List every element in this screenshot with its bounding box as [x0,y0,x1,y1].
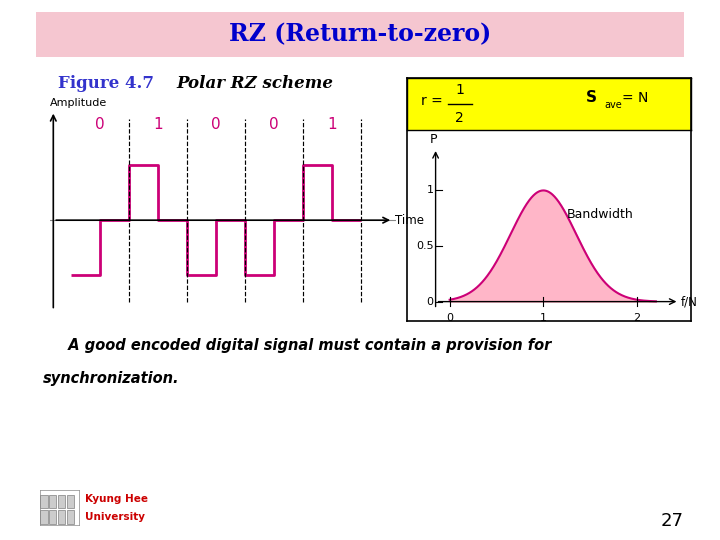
Bar [49,510,56,524]
Text: 2: 2 [455,111,464,125]
Text: RZ (Return-to-zero): RZ (Return-to-zero) [229,23,491,46]
Text: Kyung Hee: Kyung Hee [85,495,148,504]
Text: Amplitude: Amplitude [50,98,108,108]
Text: S: S [586,90,597,105]
Bar [66,495,73,508]
Text: 0: 0 [446,313,453,323]
Text: A good encoded digital signal must contain a provision for: A good encoded digital signal must conta… [58,338,551,353]
Text: 1: 1 [427,185,433,195]
Text: Bandwidth: Bandwidth [567,208,634,221]
Text: 1: 1 [455,83,464,97]
Text: 1: 1 [540,313,547,323]
Text: P: P [430,133,438,146]
Bar [58,510,65,524]
Text: r =: r = [421,94,447,109]
Text: Time: Time [395,214,424,227]
Text: Polar RZ scheme: Polar RZ scheme [176,75,333,92]
Bar [40,495,48,508]
Text: 1: 1 [153,117,163,132]
Text: f/N: f/N [681,295,698,308]
Text: 0: 0 [427,296,433,307]
Text: 0: 0 [211,117,221,132]
Text: 0.5: 0.5 [416,241,433,251]
Text: Figure 4.7: Figure 4.7 [58,75,153,92]
Bar [66,510,73,524]
Text: ave: ave [605,100,622,110]
Text: University: University [85,512,145,522]
Text: 1: 1 [328,117,337,132]
Bar [49,495,56,508]
Bar [58,495,65,508]
Text: 0: 0 [269,117,279,132]
Text: 2: 2 [634,313,641,323]
Bar [40,510,48,524]
Text: = N: = N [621,91,648,105]
Text: 0: 0 [95,117,104,132]
Text: 27: 27 [661,512,684,530]
Text: synchronization.: synchronization. [43,370,180,386]
